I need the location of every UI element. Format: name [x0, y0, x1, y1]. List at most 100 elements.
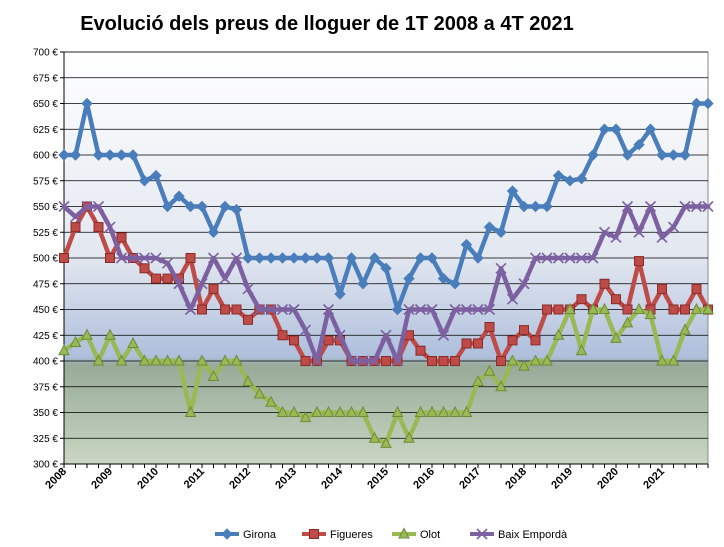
y-tick-label: 300 €	[33, 460, 58, 471]
data-point-girona	[472, 252, 484, 264]
data-point-girona	[621, 149, 634, 161]
data-point-girona	[207, 226, 220, 238]
x-tick-label: 2015	[365, 466, 391, 492]
data-point-olot	[552, 328, 565, 340]
data-point-olot	[575, 344, 588, 356]
data-point-baix-empord	[483, 303, 496, 316]
data-point-figueres	[300, 356, 311, 366]
data-point-baix-empord	[437, 329, 450, 341]
data-point-olot	[380, 436, 392, 448]
y-tick-label: 700 €	[33, 48, 58, 59]
data-point-figueres	[243, 314, 253, 325]
data-point-olot	[127, 336, 139, 348]
data-point-baix-empord	[414, 303, 427, 316]
data-point-figueres	[450, 356, 460, 366]
data-point-figueres	[611, 294, 621, 305]
data-point-baix-empord	[104, 221, 116, 233]
data-point-olot	[690, 302, 703, 314]
data-point-olot	[357, 405, 369, 417]
data-point-olot	[115, 354, 128, 366]
data-point-figueres	[542, 304, 552, 315]
data-point-olot	[184, 405, 197, 417]
data-point-olot	[667, 354, 680, 366]
legend: Girona Figueres Olot Baix Empordà	[215, 527, 568, 541]
data-point-girona	[644, 123, 657, 135]
data-point-figueres	[438, 356, 449, 366]
data-point-figueres	[461, 338, 472, 349]
data-point-baix-empord	[230, 252, 243, 264]
data-point-olot	[437, 405, 450, 417]
x-tick-label: 2021	[641, 466, 667, 492]
x-tick-label: 2017	[457, 466, 483, 492]
data-point-baix-empord	[253, 303, 266, 316]
y-tick-label: 350 €	[33, 408, 58, 419]
data-point-figueres	[427, 356, 437, 366]
data-point-figueres	[507, 335, 518, 346]
data-point-baix-empord	[391, 355, 404, 367]
legend-label: Girona	[243, 529, 277, 541]
data-point-olot	[207, 369, 220, 381]
data-point-girona	[288, 252, 300, 264]
data-point-girona	[541, 200, 553, 213]
data-point-baix-empord	[564, 252, 576, 264]
data-point-baix-empord	[288, 303, 300, 316]
data-point-olot	[345, 405, 358, 417]
data-point-baix-empord	[184, 303, 197, 316]
data-point-olot	[564, 302, 576, 314]
data-point-baix-empord	[403, 303, 415, 316]
y-tick-label: 575 €	[33, 176, 58, 187]
data-point-olot	[472, 375, 484, 387]
data-point-girona	[460, 238, 473, 251]
data-point-figueres	[105, 253, 115, 263]
data-point-baix-empord	[299, 324, 312, 336]
data-point-girona	[58, 149, 70, 161]
data-point-figueres	[323, 335, 334, 346]
legend-marker	[221, 528, 233, 540]
data-point-olot	[69, 335, 82, 347]
data-point-girona	[380, 262, 392, 275]
data-point-olot	[403, 431, 415, 443]
data-point-olot	[311, 405, 323, 417]
data-point-olot	[656, 354, 668, 366]
data-point-baix-empord	[242, 283, 254, 295]
data-point-girona	[299, 252, 312, 264]
data-point-baix-empord	[322, 303, 335, 316]
data-point-baix-empord	[345, 355, 358, 367]
data-point-olot	[633, 302, 645, 314]
data-point-baix-empord	[81, 200, 93, 213]
y-tick-label: 450 €	[33, 305, 58, 316]
data-point-figueres	[93, 222, 104, 233]
data-point-girona	[414, 252, 427, 264]
data-point-girona	[242, 252, 254, 264]
data-point-olot	[265, 395, 277, 407]
data-point-olot	[58, 344, 70, 356]
y-tick-label: 675 €	[33, 73, 58, 84]
data-point-figueres	[197, 304, 207, 315]
data-point-girona	[311, 252, 323, 264]
data-point-girona	[173, 190, 185, 202]
data-point-baix-empord	[92, 200, 105, 213]
data-point-figueres	[473, 338, 483, 349]
data-point-baix-empord	[495, 262, 507, 274]
data-point-figueres	[162, 273, 173, 284]
y-tick-label: 500 €	[33, 254, 58, 265]
data-point-figueres	[530, 335, 541, 346]
data-point-girona	[529, 200, 542, 213]
data-point-baix-empord	[150, 252, 162, 264]
data-point-baix-empord	[173, 278, 185, 290]
data-point-figueres	[116, 232, 127, 243]
data-point-figueres	[519, 325, 529, 336]
data-point-figueres	[680, 304, 690, 315]
data-point-olot	[621, 316, 634, 328]
data-point-olot	[322, 405, 335, 417]
data-point-figueres	[484, 322, 495, 333]
legend-marker	[398, 527, 410, 539]
data-point-girona	[679, 149, 691, 161]
data-point-girona	[81, 97, 93, 110]
data-point-baix-empord	[219, 273, 231, 285]
y-tick-label: 550 €	[33, 202, 58, 213]
y-tick-label: 400 €	[33, 357, 58, 368]
y-tick-label: 600 €	[33, 151, 58, 162]
data-point-baix-empord	[690, 200, 703, 213]
